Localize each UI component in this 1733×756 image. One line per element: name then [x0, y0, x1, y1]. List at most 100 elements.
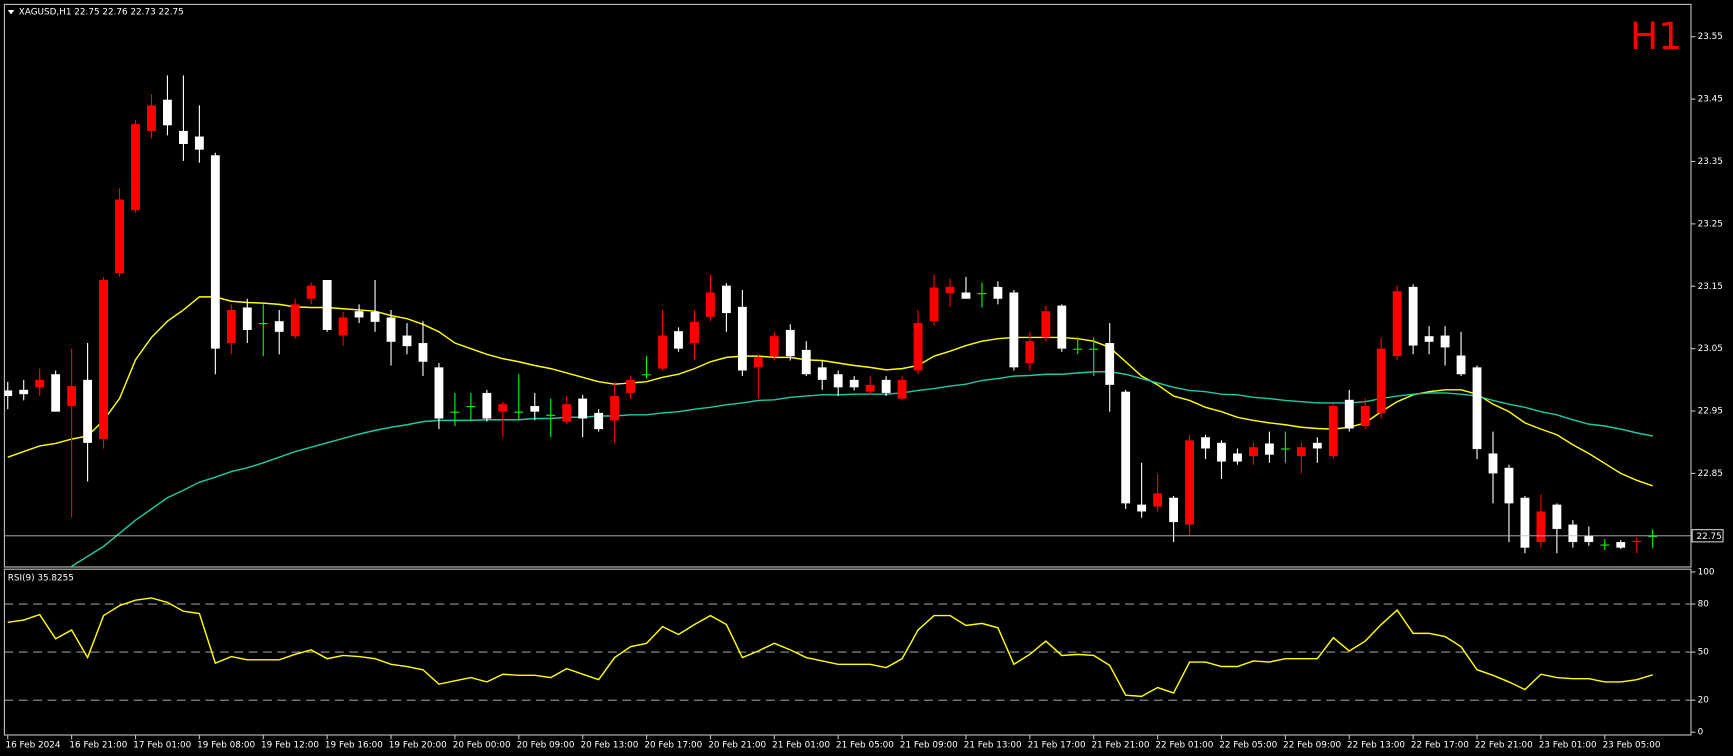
candle-body — [1504, 467, 1514, 504]
candle-body — [338, 317, 348, 336]
candle-body — [706, 292, 715, 317]
candle-body — [19, 389, 29, 395]
timeframe-label: H1 — [1630, 14, 1682, 58]
candle-body — [1456, 355, 1466, 375]
candle-body — [147, 105, 156, 131]
candle-body — [833, 374, 843, 388]
candle-body — [4, 390, 13, 397]
x-tick-label: 23 Feb 01:00 — [1539, 740, 1597, 750]
y-tick-label: 22.95 — [1698, 407, 1723, 417]
x-tick-label: 22 Feb 13:00 — [1347, 740, 1405, 750]
x-tick-label: 21 Feb 21:00 — [1092, 740, 1150, 750]
rsi-header: RSI(9) 35.8255 — [8, 574, 74, 584]
candle-body — [1137, 504, 1147, 512]
candle-body — [1264, 443, 1274, 455]
candle-body — [258, 323, 268, 325]
candle-body — [674, 331, 683, 349]
candle-body — [466, 406, 476, 408]
candle-body — [1009, 292, 1019, 368]
candle-body — [753, 357, 763, 368]
candle-body — [1185, 440, 1194, 525]
candle-body — [1121, 391, 1131, 504]
candle-body — [226, 309, 236, 344]
candle-body — [242, 307, 252, 330]
candle-body — [1073, 348, 1083, 350]
candle-body — [913, 323, 923, 371]
y-tick-label: 23.05 — [1698, 344, 1723, 354]
candle-body — [1376, 348, 1386, 413]
x-tick-label: 22 Feb 17:00 — [1411, 740, 1469, 750]
x-tick-label: 19 Feb 12:00 — [261, 740, 319, 750]
x-tick-label: 21 Feb 17:00 — [1028, 740, 1086, 750]
candle-body — [626, 379, 636, 393]
candle-body — [897, 379, 907, 399]
candle-body — [498, 404, 508, 412]
x-tick-label: 19 Feb 08:00 — [197, 740, 255, 750]
bid-label: 22.75 — [1697, 532, 1722, 542]
candle-body — [83, 379, 93, 443]
x-tick-label: 21 Feb 05:00 — [836, 740, 894, 750]
axes: 22.85 22.95 23.05 23.15 23.25 23.35 23.45 23.55… — [6, 32, 1724, 750]
moving-average — [7, 296, 1653, 487]
x-tick-label: 16 Feb 21:00 — [69, 740, 127, 750]
candle-body — [194, 136, 204, 150]
candle-body — [402, 335, 412, 347]
x-tick-label: 16 Feb 2024 — [6, 740, 61, 750]
candle-body — [322, 280, 332, 330]
candle-body — [1025, 341, 1035, 363]
x-tick-label: 19 Feb 16:00 — [325, 740, 383, 750]
candle-body — [51, 374, 61, 412]
candle-body — [1057, 305, 1067, 349]
candle-body — [1105, 343, 1115, 385]
x-tick-label: 22 Feb 01:00 — [1155, 740, 1213, 750]
candle-body — [482, 392, 492, 419]
candle-body — [67, 386, 77, 407]
x-tick-label: 22 Feb 05:00 — [1219, 740, 1277, 750]
y-tick-label: 50 — [1698, 648, 1710, 658]
x-tick-label: 22 Feb 21:00 — [1475, 740, 1533, 750]
candle-body — [1089, 348, 1099, 350]
symbol-header: XAGUSD,H1 22.75 22.76 22.73 22.75 — [19, 8, 184, 18]
candle-body — [1312, 442, 1322, 449]
candle-body — [1392, 291, 1402, 357]
candle-body — [450, 411, 460, 413]
candle-body — [1233, 453, 1242, 462]
candle-body — [1408, 286, 1418, 346]
candle-body — [274, 321, 284, 332]
candle-body — [306, 285, 316, 299]
x-tick-label: 17 Feb 01:00 — [133, 740, 191, 750]
candle-body — [1632, 540, 1642, 543]
candle-body — [785, 329, 795, 357]
candle-body — [865, 384, 875, 392]
candle-body — [1280, 448, 1290, 450]
candle-body — [35, 379, 45, 388]
candle-body — [1041, 311, 1051, 338]
candle-body — [131, 124, 140, 211]
candle-body — [1424, 336, 1434, 342]
candle-body — [1328, 406, 1338, 456]
candle-body — [1488, 453, 1498, 474]
candle-body — [1360, 406, 1370, 427]
candle-body — [354, 311, 364, 318]
candle-body — [178, 130, 188, 145]
candle-body — [562, 404, 572, 422]
candle-body — [546, 414, 556, 416]
bid-label-box — [1691, 529, 1724, 543]
candle-body — [163, 99, 172, 126]
x-tick-label: 20 Feb 17:00 — [644, 740, 702, 750]
x-tick-label: 20 Feb 13:00 — [580, 740, 638, 750]
y-tick-label: 23.15 — [1698, 282, 1723, 292]
candle-body — [1472, 367, 1482, 450]
candle-body — [1536, 511, 1546, 543]
candle-body — [594, 412, 604, 430]
candle-body — [290, 304, 300, 337]
candle-body — [849, 379, 859, 388]
candle-body — [1552, 504, 1562, 529]
candle-body — [530, 406, 540, 412]
candle-body — [769, 336, 779, 357]
x-tick-label: 20 Feb 00:00 — [453, 740, 511, 750]
candle-body — [1440, 335, 1450, 348]
